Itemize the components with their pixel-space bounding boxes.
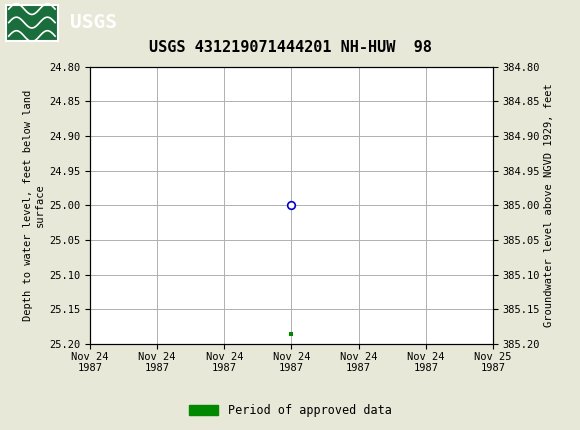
Text: USGS 431219071444201 NH-HUW  98: USGS 431219071444201 NH-HUW 98 [148,40,432,55]
Y-axis label: Groundwater level above NGVD 1929, feet: Groundwater level above NGVD 1929, feet [545,83,554,327]
Y-axis label: Depth to water level, feet below land
surface: Depth to water level, feet below land su… [23,90,45,321]
Legend: Period of approved data: Period of approved data [184,399,396,422]
Bar [6,4,58,41]
Text: USGS: USGS [70,13,117,32]
